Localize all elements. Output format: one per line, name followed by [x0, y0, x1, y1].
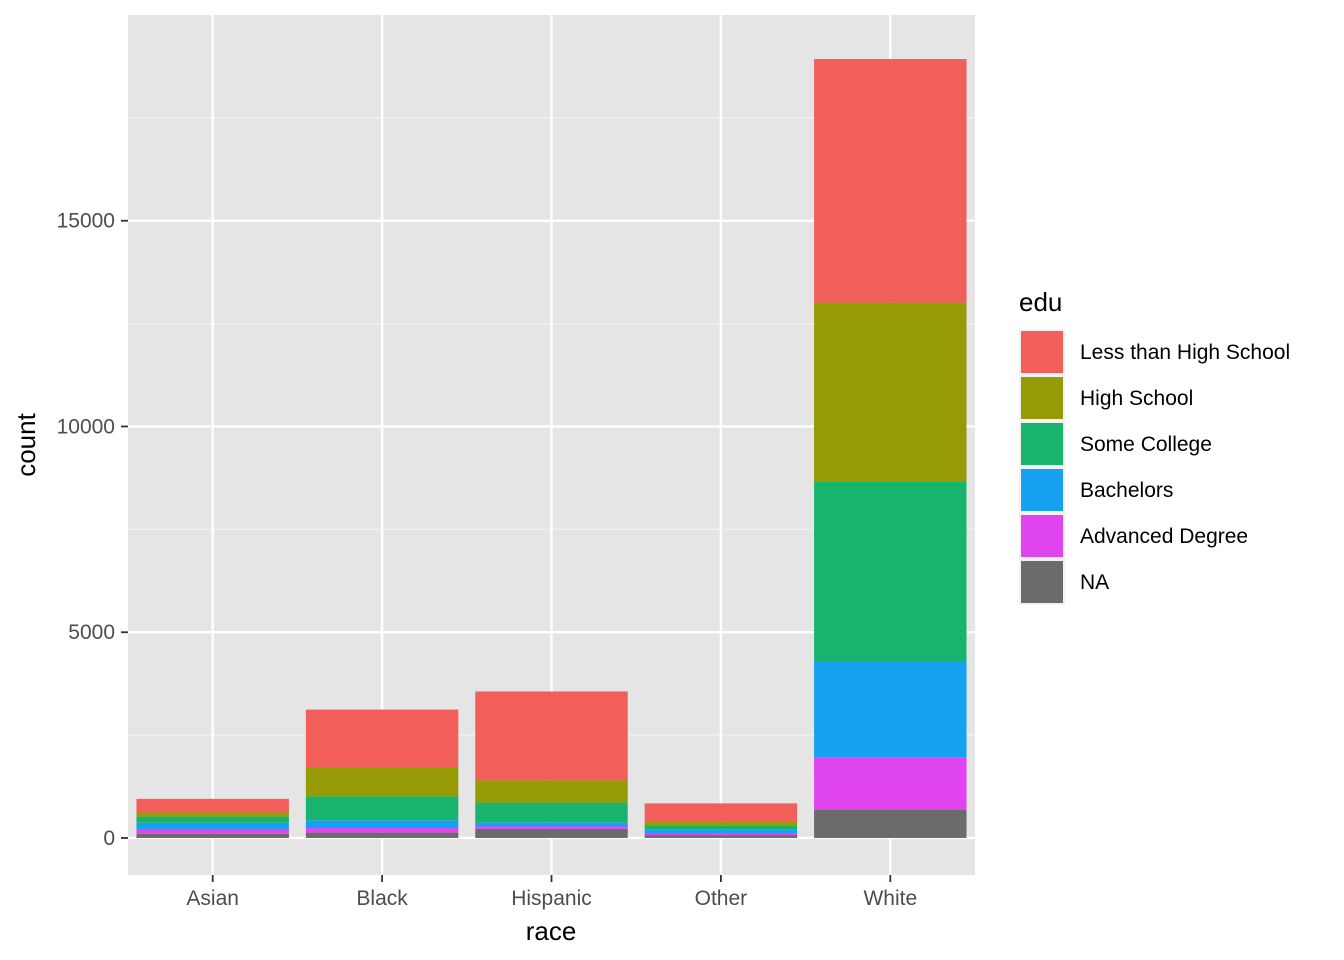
legend-title: edu	[1019, 287, 1062, 317]
y-tick-label: 0	[103, 827, 115, 850]
x-tick-label: Black	[356, 887, 408, 910]
x-tick-label: Other	[695, 887, 748, 910]
bar-segment	[305, 709, 459, 769]
x-tick-label: Hispanic	[511, 887, 592, 910]
bar-segment	[644, 803, 798, 822]
bar-segment	[814, 809, 967, 838]
legend-label: Bachelors	[1080, 479, 1173, 502]
legend-swatch	[1021, 515, 1063, 557]
legend-item: Bachelors	[1019, 467, 1173, 513]
x-axis: Asian Black Hispanic Other White	[186, 875, 917, 910]
bar-segment	[136, 816, 289, 823]
bar-segment	[814, 302, 967, 482]
y-axis: 0 5000 10000 15000	[57, 210, 128, 850]
bars	[136, 59, 967, 838]
x-axis-title: race	[526, 916, 577, 946]
bar-segment	[475, 826, 628, 829]
bar-segment	[644, 829, 798, 834]
bar-segment	[814, 481, 967, 662]
legend-item: Less than High School	[1019, 329, 1290, 375]
bar-segment	[136, 812, 289, 817]
bar-segment	[475, 828, 628, 838]
legend-label: NA	[1080, 571, 1109, 594]
legend-swatch	[1021, 331, 1063, 373]
bar-segment	[136, 798, 289, 813]
bar-segment	[644, 821, 798, 826]
bar-segment	[475, 691, 628, 781]
bar-segment	[475, 802, 628, 823]
legend-item: Some College	[1019, 421, 1212, 467]
bar-segment	[475, 780, 628, 803]
legend-swatch	[1021, 469, 1063, 511]
legend-label: Advanced Degree	[1080, 525, 1248, 548]
bar-segment	[136, 833, 289, 838]
bar-segment	[644, 833, 798, 836]
legend: edu Less than High School High School Some…	[1019, 287, 1290, 605]
bar-segment	[305, 820, 459, 829]
legend-label: Some College	[1080, 433, 1212, 456]
bar-segment	[305, 768, 459, 797]
legend-swatch	[1021, 423, 1063, 465]
bar-segment	[814, 661, 967, 758]
legend-label: High School	[1080, 387, 1193, 410]
bar-segment	[136, 828, 289, 834]
legend-items: Less than High School High School Some Col…	[1019, 329, 1290, 605]
legend-label: Less than High School	[1080, 341, 1290, 364]
bar-segment	[136, 822, 289, 829]
bar-segment	[305, 828, 459, 833]
bar-segment	[305, 832, 459, 838]
legend-item: NA	[1019, 559, 1109, 605]
bar-segment	[814, 59, 967, 303]
bar-segment	[644, 835, 798, 838]
legend-item: High School	[1019, 375, 1193, 421]
legend-item: Advanced Degree	[1019, 513, 1248, 559]
x-tick-label: White	[863, 887, 917, 910]
y-tick-label: 5000	[68, 621, 115, 644]
legend-swatch	[1021, 561, 1063, 603]
y-tick-label: 15000	[57, 210, 115, 233]
legend-swatch	[1021, 377, 1063, 419]
bar-segment	[814, 757, 967, 810]
bar-segment	[305, 796, 459, 821]
bar-segment	[475, 822, 628, 827]
y-axis-title: count	[11, 412, 41, 476]
x-tick-label: Asian	[186, 887, 239, 910]
bar-segment	[644, 825, 798, 830]
y-tick-label: 10000	[57, 415, 115, 438]
